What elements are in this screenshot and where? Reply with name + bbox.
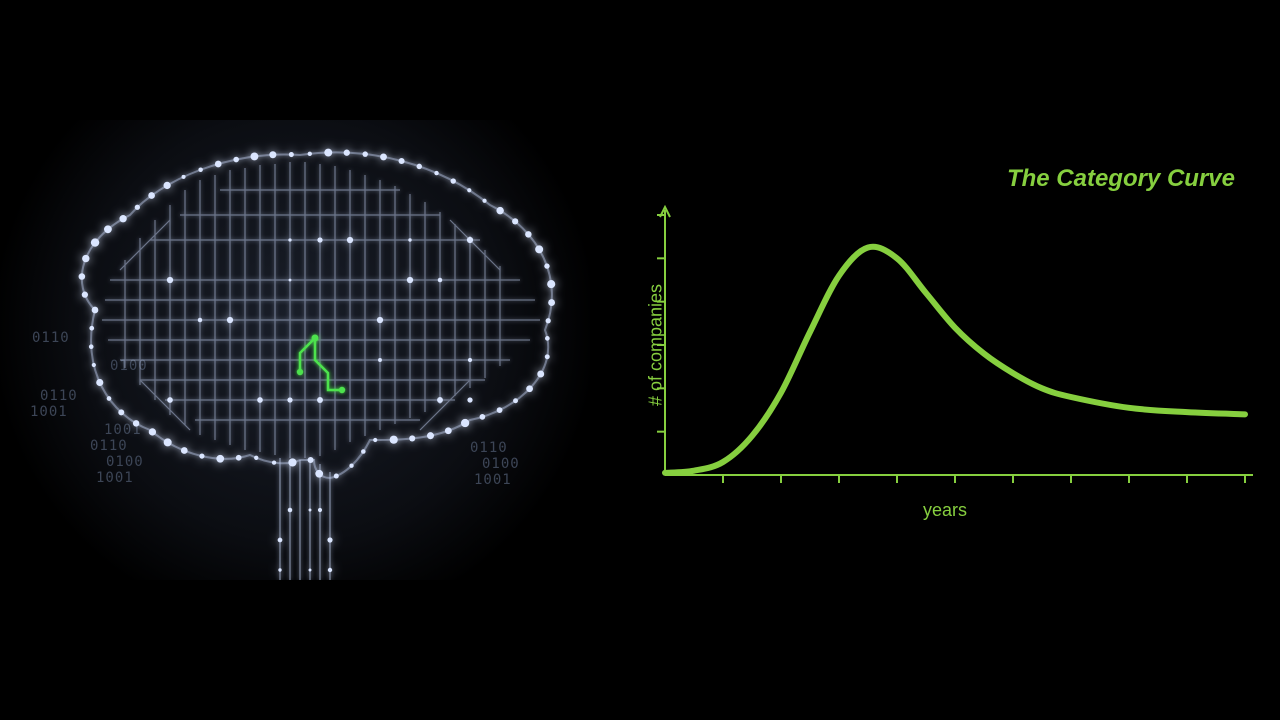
chart-x-axis-label: years bbox=[625, 500, 1265, 521]
chart-line-series bbox=[665, 247, 1245, 473]
circuit-traces bbox=[102, 162, 540, 458]
brain-svg bbox=[0, 120, 590, 580]
category-curve-chart: The Category Curve # of companies years bbox=[625, 165, 1265, 525]
accent-chip bbox=[297, 335, 345, 394]
slide-stage: 0110 0110 1001 0100 1001 0110 0100 1001 … bbox=[0, 0, 1280, 720]
chart-svg bbox=[655, 205, 1255, 495]
chart-axes bbox=[660, 207, 1253, 475]
chart-title: The Category Curve bbox=[1007, 165, 1235, 193]
brain-illustration-panel: 0110 0110 1001 0100 1001 0110 0100 1001 … bbox=[0, 120, 590, 580]
